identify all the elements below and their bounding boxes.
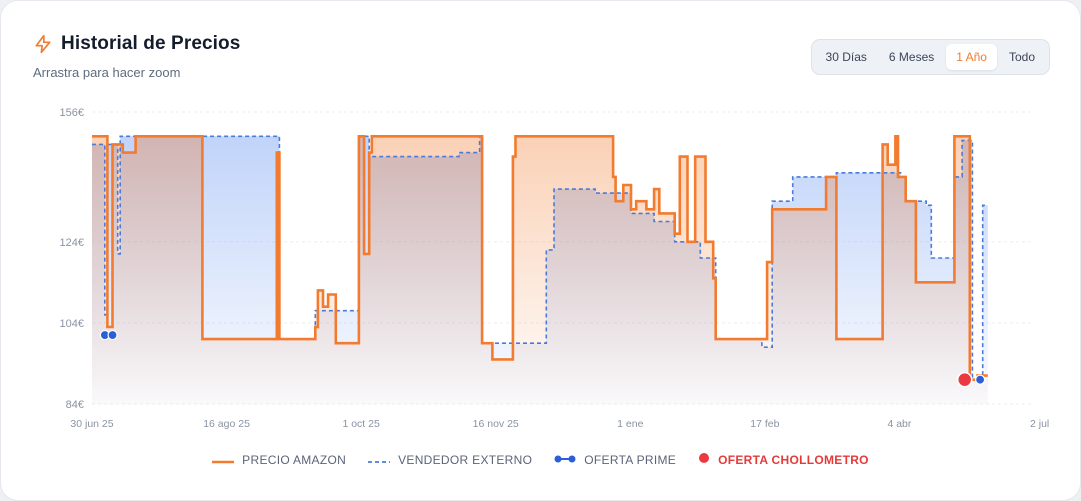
chart-legend: PRECIO AMAZON VENDEDOR EXTERNO OFERTA PR…	[0, 452, 1081, 467]
x-tick-label: 4 abr	[887, 418, 911, 430]
y-tick-label: 156€	[60, 107, 84, 119]
series-lines	[92, 135, 988, 381]
legend-label: OFERTA PRIME	[584, 452, 677, 467]
prime-offer-marker[interactable]	[974, 374, 986, 385]
red-dot-swatch	[698, 452, 710, 467]
legend-label: OFERTA CHOLLOMETRO	[718, 452, 869, 467]
chollometro-offer-marker[interactable]	[956, 371, 973, 388]
y-tick-label: 124€	[60, 237, 84, 249]
prime-offer-marker[interactable]	[107, 329, 118, 341]
x-tick-label: 1 oct 25	[342, 418, 380, 430]
area-fills	[92, 136, 988, 405]
range-button-6-meses[interactable]: 6 Meses	[888, 50, 935, 64]
solid-line-swatch	[212, 453, 235, 467]
legend-label: PRECIO AMAZON	[242, 452, 347, 467]
y-axis: 156€ 124€ 104€ 84€	[60, 107, 84, 411]
lightning-icon	[33, 34, 53, 54]
time-range-selector: 30 Días 6 Meses 1 Año Todo	[810, 39, 1050, 75]
range-button-30-dias[interactable]: 30 Días	[825, 50, 867, 64]
legend-item-oferta-prime[interactable]: OFERTA PRIME	[554, 453, 676, 467]
dot-line-swatch	[554, 453, 576, 467]
x-tick-label: 17 feb	[750, 418, 779, 430]
series-line-precio-amazon	[92, 135, 988, 381]
legend-item-oferta-chollometro[interactable]: OFERTA CHOLLOMETRO	[698, 452, 869, 467]
x-tick-label: 1 ene	[617, 418, 643, 430]
page-subtitle: Arrastra para hacer zoom	[33, 65, 181, 80]
legend-item-precio-amazon[interactable]: PRECIO AMAZON	[212, 453, 346, 467]
x-tick-label: 30 jun 25	[70, 418, 113, 430]
card-header: Historial de Precios Arrastra para hacer…	[33, 33, 240, 80]
offer-markers	[99, 329, 986, 388]
x-tick-label: 16 ago 25	[203, 418, 250, 430]
x-tick-label: 2 jul	[1030, 418, 1049, 430]
range-button-1-ano[interactable]: 1 Año	[946, 44, 997, 70]
legend-item-vendedor-externo[interactable]: VENDEDOR EXTERNO	[368, 453, 532, 467]
x-tick-label: 16 nov 25	[473, 418, 519, 430]
x-axis: 30 jun 25 16 ago 25 1 oct 25 16 nov 25 1 ene…	[70, 418, 1049, 430]
range-button-todo[interactable]: Todo	[1008, 50, 1035, 64]
title-row: Historial de Precios	[33, 33, 240, 55]
y-tick-label: 84€	[66, 399, 84, 411]
page-title: Historial de Precios	[61, 33, 241, 54]
dashed-line-swatch	[368, 453, 391, 467]
y-tick-label: 104€	[60, 318, 84, 330]
legend-label: VENDEDOR EXTERNO	[398, 452, 533, 467]
